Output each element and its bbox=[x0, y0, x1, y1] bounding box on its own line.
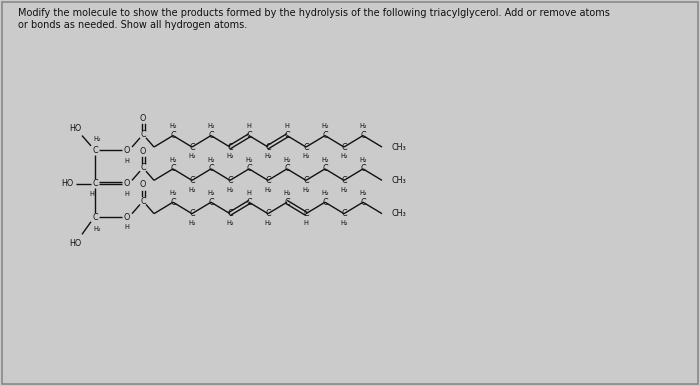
Text: H: H bbox=[246, 190, 251, 196]
Text: H₂: H₂ bbox=[188, 153, 196, 159]
Text: C: C bbox=[284, 131, 290, 140]
Text: CH₃: CH₃ bbox=[391, 176, 406, 185]
Text: HO: HO bbox=[61, 179, 73, 188]
Text: C: C bbox=[228, 209, 233, 218]
Text: H₂: H₂ bbox=[207, 157, 215, 163]
Text: C: C bbox=[208, 131, 213, 140]
Text: HO: HO bbox=[69, 239, 81, 248]
Text: C: C bbox=[208, 198, 213, 207]
Text: C: C bbox=[303, 176, 309, 185]
Text: H: H bbox=[285, 124, 289, 129]
Text: H₂: H₂ bbox=[359, 190, 367, 196]
Text: H: H bbox=[125, 158, 130, 164]
Text: C: C bbox=[246, 198, 252, 207]
Text: C: C bbox=[284, 164, 290, 173]
Text: C: C bbox=[170, 164, 176, 173]
Text: H₂: H₂ bbox=[359, 157, 367, 163]
Text: C: C bbox=[265, 176, 271, 185]
Text: C: C bbox=[341, 142, 346, 152]
Text: C: C bbox=[322, 198, 328, 207]
Text: CH₃: CH₃ bbox=[391, 142, 406, 152]
Text: C: C bbox=[341, 209, 346, 218]
Text: H₂: H₂ bbox=[188, 186, 196, 193]
Text: H₂: H₂ bbox=[226, 220, 234, 226]
Text: C: C bbox=[322, 131, 328, 140]
Text: C: C bbox=[170, 198, 176, 207]
Text: H: H bbox=[246, 124, 251, 129]
Text: H₂: H₂ bbox=[340, 220, 348, 226]
Text: H₂: H₂ bbox=[264, 186, 272, 193]
Text: C: C bbox=[170, 131, 176, 140]
Text: H₂: H₂ bbox=[245, 157, 253, 163]
Text: C: C bbox=[265, 209, 271, 218]
Text: O: O bbox=[140, 181, 146, 190]
Text: CH₃: CH₃ bbox=[391, 209, 406, 218]
Text: H₂: H₂ bbox=[188, 220, 196, 226]
Text: C: C bbox=[189, 142, 195, 152]
Text: H₂: H₂ bbox=[169, 190, 177, 196]
Text: C: C bbox=[360, 131, 366, 140]
Text: C: C bbox=[284, 198, 290, 207]
Text: H₂: H₂ bbox=[169, 124, 177, 129]
Text: C: C bbox=[341, 176, 346, 185]
Text: H₂: H₂ bbox=[302, 153, 310, 159]
Text: C: C bbox=[246, 131, 252, 140]
Text: H₂: H₂ bbox=[359, 124, 367, 129]
Text: Modify the molecule to show the products formed by the hydrolysis of the followi: Modify the molecule to show the products… bbox=[18, 8, 610, 19]
Text: O: O bbox=[124, 179, 130, 188]
Text: C: C bbox=[303, 209, 309, 218]
Text: C: C bbox=[303, 142, 309, 152]
Text: O: O bbox=[124, 213, 130, 222]
Text: C: C bbox=[92, 179, 98, 188]
Text: H₂: H₂ bbox=[321, 157, 329, 163]
Text: C: C bbox=[228, 176, 233, 185]
Text: O: O bbox=[140, 114, 146, 123]
Text: C: C bbox=[228, 142, 233, 152]
Text: C: C bbox=[265, 142, 271, 152]
Text: H₂: H₂ bbox=[321, 190, 329, 196]
Text: H₂: H₂ bbox=[226, 186, 234, 193]
Text: C: C bbox=[92, 213, 98, 222]
Text: HO: HO bbox=[69, 124, 81, 133]
Text: C: C bbox=[360, 198, 366, 207]
Text: C: C bbox=[92, 146, 98, 155]
Text: C: C bbox=[208, 164, 213, 173]
Text: H₂: H₂ bbox=[169, 157, 177, 163]
Text: C: C bbox=[322, 164, 328, 173]
Text: H₂: H₂ bbox=[264, 153, 272, 159]
Text: H: H bbox=[90, 191, 95, 197]
Text: C: C bbox=[246, 164, 252, 173]
Text: O: O bbox=[124, 146, 130, 155]
Text: H₂: H₂ bbox=[226, 153, 234, 159]
Text: H₂: H₂ bbox=[207, 124, 215, 129]
Text: O: O bbox=[140, 147, 146, 156]
Text: H₂: H₂ bbox=[284, 157, 290, 163]
Text: H: H bbox=[304, 220, 309, 226]
Text: H₂: H₂ bbox=[321, 124, 329, 129]
Text: H₂: H₂ bbox=[207, 190, 215, 196]
Text: or bonds as needed. Show all hydrogen atoms.: or bonds as needed. Show all hydrogen at… bbox=[18, 20, 246, 30]
Text: C: C bbox=[360, 164, 366, 173]
Text: C: C bbox=[189, 176, 195, 185]
Text: H₂: H₂ bbox=[340, 153, 348, 159]
Text: H₂: H₂ bbox=[302, 186, 310, 193]
Text: H: H bbox=[125, 191, 130, 197]
Text: H₂: H₂ bbox=[284, 190, 290, 196]
Text: H₂: H₂ bbox=[340, 186, 348, 193]
Text: H: H bbox=[125, 225, 130, 230]
Text: H₂: H₂ bbox=[93, 225, 101, 232]
Text: H₂: H₂ bbox=[93, 136, 101, 142]
Text: H₂: H₂ bbox=[264, 220, 272, 226]
Text: C: C bbox=[140, 130, 146, 139]
Text: C: C bbox=[140, 163, 146, 172]
Text: C: C bbox=[140, 196, 146, 205]
Text: C: C bbox=[189, 209, 195, 218]
